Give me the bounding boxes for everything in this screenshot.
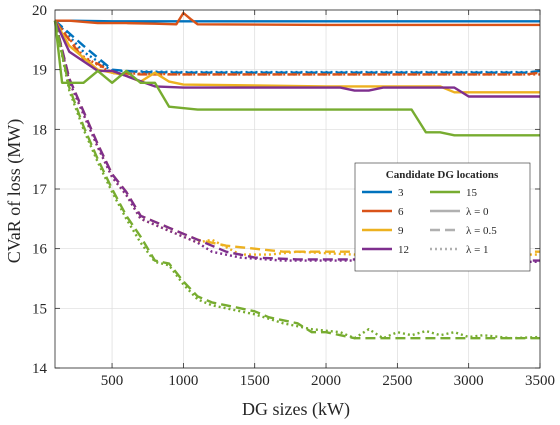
- x-axis-title: DG sizes (kW): [242, 399, 350, 420]
- x-tick-label: 3000: [454, 373, 484, 389]
- series-line-loc15-lambda-0: [53, 20, 540, 137]
- legend-label-loc-12: 12: [398, 244, 409, 256]
- y-tick-label: 14: [32, 361, 48, 377]
- legend: Candidate DG locations 3 6 9 12 15 λ = 0 λ = 0…: [354, 162, 531, 272]
- legend-label-lambda-0: λ = 0: [466, 206, 489, 218]
- series-line-loc12-lambda-1: [53, 20, 540, 263]
- legend-label-loc-3: 3: [398, 187, 404, 199]
- y-tick-label: 15: [32, 301, 47, 317]
- legend-label-lambda-1: λ = 0.5: [466, 225, 497, 237]
- series-line-loc3-lambda-0: [55, 19, 540, 23]
- y-tick-label: 19: [32, 63, 47, 79]
- y-axis-title: CVaR of loss (MW): [4, 119, 25, 264]
- x-tick-label: 3500: [525, 373, 555, 389]
- legend-label-loc-15: 15: [466, 187, 478, 199]
- ticks: 500 1000 1500 2000 2500 3000 3500 14 15 16 17 18 19 2…: [32, 3, 555, 389]
- y-tick-label: 17: [32, 182, 48, 198]
- series-line-loc6-lambda-0: [55, 11, 540, 27]
- legend-box: [354, 162, 531, 272]
- series-line-loc6-lambda-1: [54, 19, 540, 76]
- x-tick-label: 500: [101, 373, 124, 389]
- legend-label-lambda-2: λ = 1: [466, 244, 489, 256]
- legend-label-loc-6: 6: [398, 206, 404, 218]
- x-tick-label: 1500: [240, 373, 270, 389]
- legend-entries: 3 6 9 12 15 λ = 0 λ = 0.5 λ = 1: [362, 187, 497, 256]
- series-line-loc12-lambda-0: [53, 20, 540, 98]
- x-tick-label: 2000: [311, 373, 341, 389]
- y-tick-label: 20: [32, 3, 47, 19]
- legend-label-loc-9: 9: [398, 225, 404, 237]
- y-tick-label: 16: [32, 242, 48, 258]
- x-tick-label: 1000: [168, 373, 198, 389]
- y-tick-label: 18: [32, 122, 47, 138]
- x-tick-label: 2500: [382, 373, 412, 389]
- legend-title: Candidate DG locations: [386, 169, 499, 181]
- series-line-loc15-lambda-1: [53, 20, 541, 340]
